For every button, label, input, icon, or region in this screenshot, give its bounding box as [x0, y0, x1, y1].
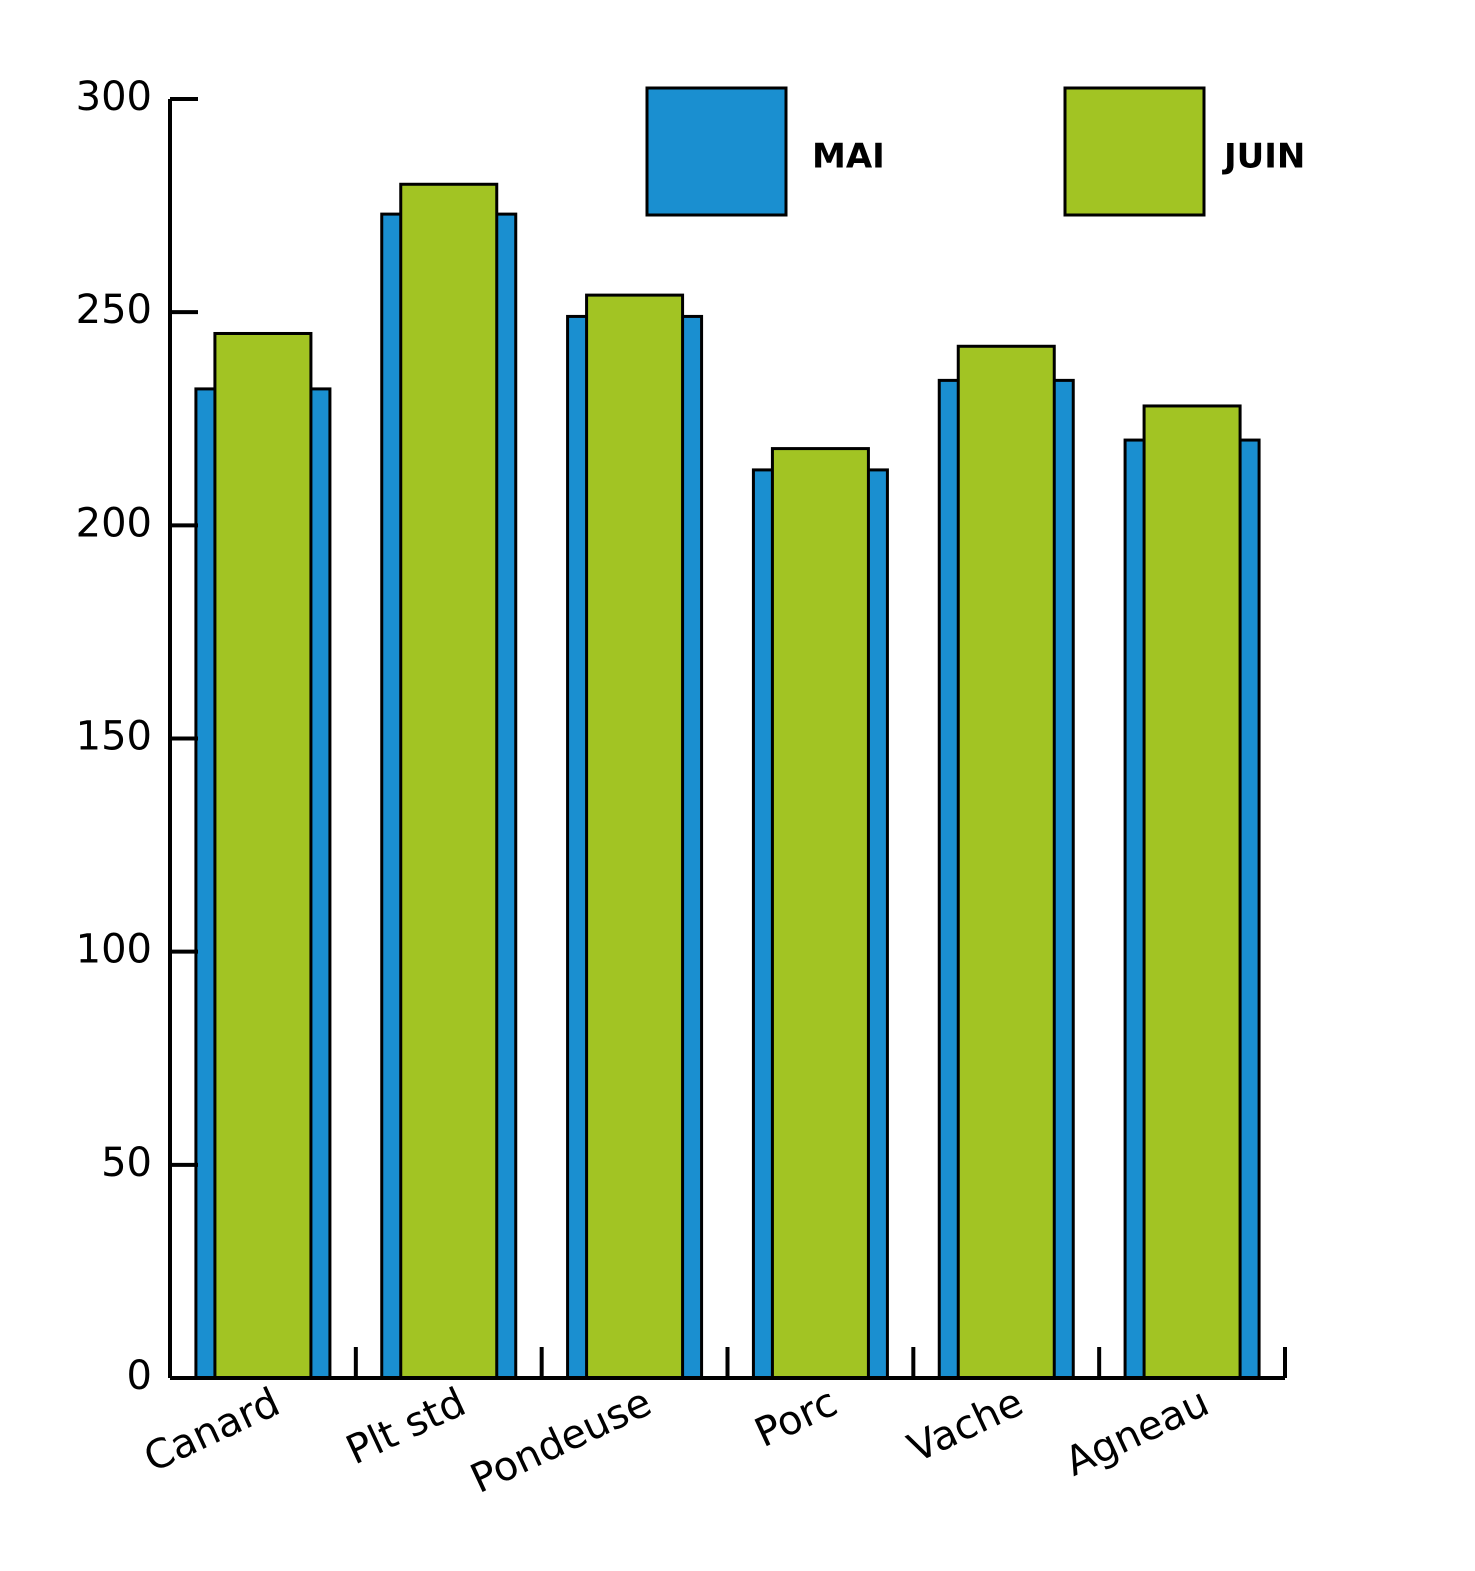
x-tick-label: Plt std — [339, 1379, 472, 1474]
x-tick-label: Porc — [748, 1379, 844, 1457]
y-tick-label: 200 — [76, 500, 152, 546]
y-tick-label: 0 — [127, 1353, 152, 1399]
y-tick-label: 50 — [101, 1140, 152, 1186]
y-tick-label: 100 — [76, 927, 152, 973]
y-tick-label: 250 — [76, 287, 152, 333]
bar — [585, 293, 685, 1380]
bar — [399, 182, 499, 1380]
legend-label: MAI — [812, 137, 885, 177]
legend-swatch — [1063, 86, 1206, 217]
x-tick-label: Canard — [137, 1379, 286, 1481]
x-tick-label: Vache — [901, 1379, 1030, 1472]
legend-label: JUIN — [1222, 137, 1305, 177]
y-tick-label: 150 — [76, 714, 152, 760]
bar — [770, 447, 870, 1380]
y-tick-label: 300 — [76, 74, 152, 120]
x-tick-label: Agneau — [1058, 1379, 1216, 1485]
legend-swatch — [645, 86, 788, 217]
bar — [956, 344, 1056, 1380]
x-tick-label: Pondeuse — [464, 1379, 659, 1502]
bar — [1142, 404, 1242, 1380]
bar — [213, 331, 313, 1380]
